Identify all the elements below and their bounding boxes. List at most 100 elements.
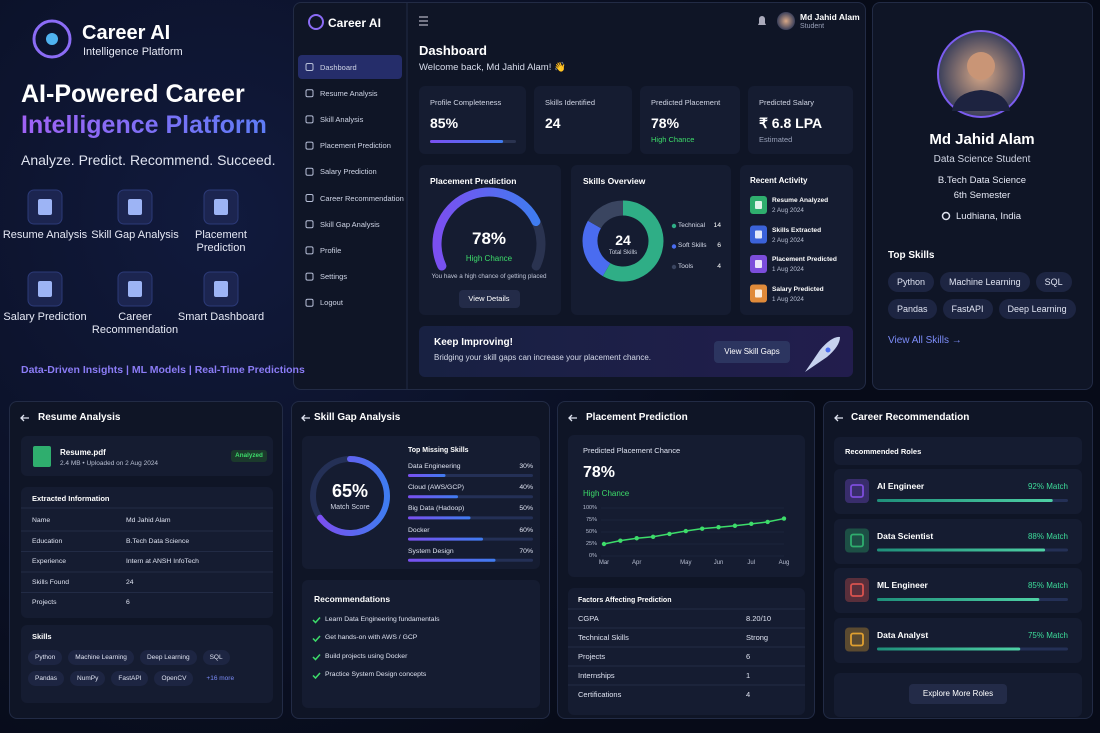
nav-item[interactable]: Skill Gap Analysis bbox=[320, 219, 380, 229]
skill-value: 30% bbox=[519, 463, 533, 470]
bar bbox=[408, 537, 483, 541]
role-icon bbox=[845, 528, 869, 553]
nav-item[interactable]: Career Recommendation bbox=[320, 193, 404, 203]
panel-title: Resume Analysis bbox=[38, 412, 121, 423]
role-icon bbox=[845, 578, 869, 602]
file-meta: 2.4 MB • Uploaded on 2 Aug 2024 bbox=[60, 460, 159, 467]
chip: FastAPI bbox=[942, 299, 993, 319]
nav-icon bbox=[305, 167, 314, 176]
feature-label: Placement Prediction bbox=[195, 229, 247, 254]
card-title: Skills Overview bbox=[583, 176, 646, 186]
nav-item[interactable]: Settings bbox=[320, 272, 348, 282]
profile-head bbox=[967, 52, 995, 80]
ring-value bbox=[317, 456, 390, 536]
legend-name: Soft Skills bbox=[678, 242, 707, 249]
card-title: Placement Prediction bbox=[430, 176, 517, 186]
activity-date: 2 Aug 2024 bbox=[772, 236, 804, 244]
x-tick-label: May bbox=[680, 560, 692, 566]
back-arrow bbox=[568, 414, 577, 422]
check-icon bbox=[312, 635, 321, 643]
nav-item[interactable]: Profile bbox=[320, 245, 342, 255]
check-icon bbox=[312, 653, 321, 661]
feature-glyph bbox=[38, 199, 52, 215]
feature-glyph bbox=[128, 199, 142, 215]
point bbox=[634, 536, 639, 541]
hero-title: Intelligence Platform bbox=[21, 111, 267, 139]
user-avatar bbox=[777, 12, 795, 30]
role-glyph bbox=[850, 484, 864, 498]
info-value: 24 bbox=[126, 578, 134, 586]
role-glyph bbox=[850, 632, 864, 647]
bar bbox=[408, 495, 458, 499]
role-icon bbox=[845, 479, 869, 503]
chip: Pandas bbox=[888, 299, 937, 319]
chip: +16 more bbox=[206, 675, 235, 682]
nav-icon bbox=[305, 246, 314, 255]
profile-location: Ludhiana, India bbox=[956, 211, 1021, 222]
ring-label: 65% bbox=[331, 481, 369, 501]
legend-dot bbox=[671, 223, 677, 229]
feature-glyph bbox=[214, 199, 228, 215]
sub-card bbox=[834, 437, 1082, 465]
rec-item: Learn Data Engineering fundamentals bbox=[325, 615, 440, 623]
y-tick-label: 0% bbox=[589, 552, 597, 559]
app-logo bbox=[308, 14, 324, 30]
info-label: Experience bbox=[32, 558, 67, 565]
profile-degree: B.Tech Data Science bbox=[937, 175, 1027, 186]
role-match: 85% Match bbox=[1027, 581, 1068, 590]
nav-item[interactable]: Skill Analysis bbox=[320, 114, 364, 124]
heading: Dashboard bbox=[419, 43, 487, 58]
stat-label: Skills Identified bbox=[545, 98, 596, 107]
skill-value: 50% bbox=[519, 505, 533, 513]
nav-item[interactable]: Salary Prediction bbox=[320, 167, 377, 177]
activity-glyph bbox=[755, 230, 762, 239]
nav-icon bbox=[305, 141, 314, 150]
file-name: Resume.pdf bbox=[60, 448, 106, 457]
profile-semester: 6th Semester bbox=[953, 190, 1011, 201]
nav-item[interactable]: Dashboard bbox=[320, 62, 357, 72]
stat-label: Profile Completeness bbox=[430, 98, 502, 107]
profile-role: Data Science Student bbox=[933, 154, 1031, 165]
button-label[interactable]: View Skill Gaps bbox=[724, 347, 780, 356]
chip: FastAPI bbox=[111, 671, 149, 686]
button[interactable] bbox=[459, 290, 520, 308]
info-value: 6 bbox=[126, 599, 130, 606]
nav-icon bbox=[305, 298, 314, 307]
button[interactable] bbox=[909, 684, 1007, 704]
role-match: 88% Match bbox=[1027, 531, 1068, 541]
legend-name: Technical bbox=[678, 221, 706, 229]
factor-value: 8.20/10 bbox=[746, 614, 772, 623]
nav-item[interactable]: Logout bbox=[320, 298, 343, 308]
profile-body bbox=[952, 90, 1010, 111]
chip: Python bbox=[888, 272, 935, 292]
x-tick-label: Jun bbox=[713, 560, 724, 566]
role-card bbox=[834, 568, 1082, 613]
check-icon bbox=[312, 616, 321, 624]
nav-item[interactable]: Placement Prediction bbox=[320, 141, 391, 151]
user-role: Student bbox=[800, 23, 825, 30]
profile-name: Md Jahid Alam bbox=[929, 131, 1035, 148]
button-label[interactable]: Explore More Roles bbox=[922, 689, 994, 698]
rec-card bbox=[302, 580, 540, 708]
x-tick-label: Apr bbox=[632, 560, 642, 566]
panel-title: Skill Gap Analysis bbox=[314, 412, 401, 423]
nav-item[interactable]: Resume Analysis bbox=[320, 88, 378, 98]
panel-title: Career Recommendation bbox=[851, 412, 970, 423]
info-label: Skills Found bbox=[32, 578, 70, 586]
bell-icon bbox=[758, 16, 766, 25]
button[interactable] bbox=[714, 341, 790, 363]
button-label[interactable]: View Details bbox=[468, 294, 510, 303]
app-brand: Career AI bbox=[328, 16, 381, 30]
stat-label: Predicted Placement bbox=[651, 98, 721, 107]
bar bbox=[877, 598, 1040, 601]
factor-label: Certifications bbox=[578, 690, 622, 699]
activity-title: Skills Extracted bbox=[772, 226, 822, 234]
role-name: Data Analyst bbox=[877, 629, 929, 640]
gauge-status: High Chance bbox=[465, 254, 513, 263]
feature-label: Smart Dashboard bbox=[177, 311, 265, 323]
link[interactable]: View All Skills → bbox=[888, 335, 962, 346]
stat-value: 24 bbox=[545, 115, 561, 131]
rocket-window bbox=[825, 347, 831, 353]
